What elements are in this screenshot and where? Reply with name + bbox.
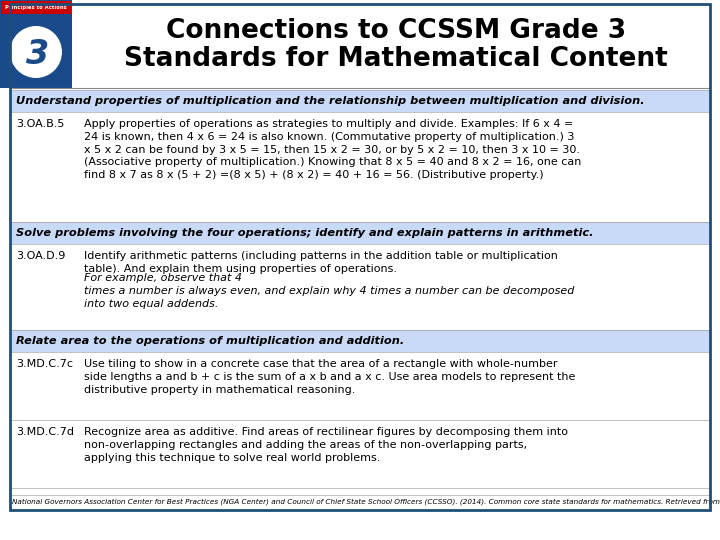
Bar — [10, 244, 710, 330]
Text: Standards for Mathematical Content: Standards for Mathematical Content — [124, 46, 668, 72]
Bar — [0, 0, 720, 88]
Text: For example, observe that 4
times a number is always even, and explain why 4 tim: For example, observe that 4 times a numb… — [84, 273, 575, 309]
Bar — [10, 352, 710, 420]
Text: Use tiling to show in a concrete case that the area of a rectangle with whole-nu: Use tiling to show in a concrete case th… — [84, 359, 575, 395]
Bar — [10, 112, 710, 222]
Circle shape — [10, 26, 62, 78]
Text: Identify arithmetic patterns (including patterns in the addition table or multip: Identify arithmetic patterns (including … — [84, 251, 558, 274]
Bar — [1, 1, 71, 14]
Text: 3.OA.D.9: 3.OA.D.9 — [16, 251, 66, 261]
Text: National Governors Association Center for Best Practices (NGA Center) and Counci: National Governors Association Center fo… — [12, 498, 720, 504]
Text: Connections to CCSSM Grade 3: Connections to CCSSM Grade 3 — [166, 18, 626, 44]
Text: Relate area to the operations of multiplication and addition.: Relate area to the operations of multipl… — [16, 336, 404, 346]
Text: 3: 3 — [27, 37, 50, 71]
Text: Apply properties of operations as strategies to multiply and divide. Examples: I: Apply properties of operations as strate… — [84, 119, 581, 180]
Text: Recognize area as additive. Find areas of rectilinear figures by decomposing the: Recognize area as additive. Find areas o… — [84, 427, 568, 463]
Bar — [10, 90, 710, 112]
Text: Solve problems involving the four operations; identify and explain patterns in a: Solve problems involving the four operat… — [16, 228, 593, 238]
Text: Understand properties of multiplication and the relationship between multiplicat: Understand properties of multiplication … — [16, 96, 644, 106]
Bar — [10, 222, 710, 244]
Bar — [0, 0, 72, 88]
Text: 3.MD.C.7c: 3.MD.C.7c — [16, 359, 73, 369]
Bar — [10, 420, 710, 488]
Text: 3.OA.B.5: 3.OA.B.5 — [16, 119, 64, 129]
Text: 3.MD.C.7d: 3.MD.C.7d — [16, 427, 74, 437]
Bar — [10, 330, 710, 352]
Text: Principles to Actions: Principles to Actions — [5, 5, 67, 10]
